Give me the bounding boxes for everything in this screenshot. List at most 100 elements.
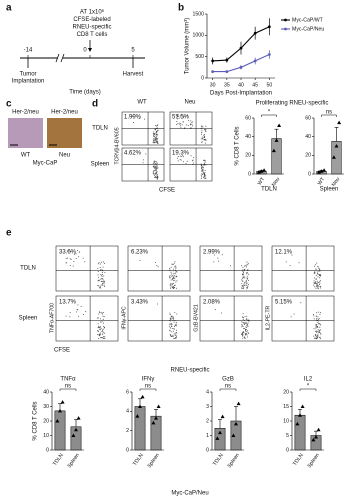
flow-event: [173, 278, 175, 280]
flow-event: [83, 313, 85, 315]
group-label: Neu: [59, 153, 70, 159]
flow-event: [66, 257, 68, 259]
flow-event: [171, 316, 173, 318]
flow-event: [176, 123, 178, 125]
y-tick-label: 6: [126, 389, 129, 395]
flow-event: [192, 159, 194, 161]
flow-event: [103, 326, 105, 328]
flow-event: [103, 284, 105, 286]
flow-event: [214, 309, 216, 311]
flow-event: [75, 253, 77, 255]
flow-event: [201, 132, 203, 134]
flow-event: [217, 257, 219, 259]
flow-event: [247, 263, 249, 265]
flow-event: [156, 265, 158, 267]
y-axis-title: TNFα-AF700: [49, 303, 55, 333]
flow-event: [101, 277, 103, 279]
flow-event: [203, 136, 205, 138]
flow-event: [170, 286, 172, 288]
flow-event: [246, 273, 248, 275]
data-point: [316, 427, 321, 432]
flow-event: [320, 333, 322, 335]
injection-text: RNEU-specific: [72, 25, 111, 31]
flow-event: [171, 286, 173, 288]
flow-event: [156, 162, 158, 164]
flow-event: [171, 273, 173, 275]
event-label: Tumor: [19, 72, 36, 78]
flow-event: [65, 315, 67, 317]
flow-event: [313, 284, 315, 286]
marker: [225, 58, 229, 62]
event-label: Harvest: [123, 72, 144, 78]
flow-event: [144, 118, 146, 120]
flow-event: [200, 138, 202, 140]
flow-event: [242, 337, 244, 339]
x-tick-label: 40: [238, 82, 244, 88]
flow-event: [153, 140, 155, 142]
significance-label: ns: [145, 384, 151, 390]
flow-event: [98, 334, 100, 336]
flow-event: [315, 331, 317, 333]
y-axis-title: % CD8 T Cells: [33, 401, 39, 440]
flow-event: [314, 277, 316, 279]
flow-event: [174, 277, 176, 279]
flow-event: [103, 280, 105, 282]
flow-event: [155, 138, 157, 140]
flow-event: [155, 261, 157, 263]
flow-event: [319, 281, 321, 283]
flow-event: [317, 311, 319, 313]
flow-event: [101, 329, 103, 331]
percentage: 13.7%: [59, 300, 77, 306]
flow-event: [242, 321, 244, 323]
flow-event: [181, 124, 183, 126]
flow-event: [245, 321, 247, 323]
significance-label: *: [307, 384, 310, 390]
flow-event: [316, 283, 318, 285]
flow-event: [247, 325, 249, 327]
caption: Myc-CaP: [33, 161, 58, 167]
flow-event: [204, 135, 206, 137]
category-label: WT: [317, 176, 327, 187]
flow-event: [200, 175, 202, 177]
flow-event: [319, 285, 321, 287]
flow-event: [156, 171, 158, 173]
flow-event: [173, 337, 175, 339]
data-point: [331, 155, 336, 159]
y-tick-label: 60: [245, 115, 251, 121]
flow-event: [103, 263, 105, 265]
flow-event: [170, 287, 172, 289]
flow-event: [298, 262, 300, 264]
y-tick-label: 60: [305, 115, 311, 121]
flow-event: [154, 141, 156, 143]
flow-event: [179, 115, 181, 117]
flow-event: [174, 285, 176, 287]
y-tick-label: 0: [248, 171, 251, 177]
flow-event: [201, 136, 203, 138]
y-axis-title: % CD8 T Cells: [235, 126, 241, 165]
flow-event: [169, 284, 171, 286]
flow-event: [100, 269, 102, 271]
flow-event: [101, 271, 103, 273]
percentage: 2.08%: [203, 300, 221, 306]
flow-event: [101, 284, 103, 286]
flow-event: [173, 335, 175, 337]
flow-event: [244, 268, 246, 270]
flow-event: [100, 321, 102, 323]
bar: [150, 415, 162, 451]
flow-event: [99, 329, 101, 331]
section-title: RNEU-specific: [170, 368, 209, 374]
flow-event: [291, 254, 293, 256]
flow-event: [182, 161, 184, 163]
y-tick-label: 1: [206, 433, 209, 439]
flow-event: [172, 273, 174, 275]
flow-event: [175, 266, 177, 268]
flow-event: [319, 275, 321, 277]
flow-event: [102, 312, 104, 314]
flow-event: [315, 285, 317, 287]
flow-event: [69, 258, 71, 260]
flow-event: [315, 327, 317, 329]
flow-event: [319, 279, 321, 281]
significance-bracket: [59, 388, 77, 391]
data-point: [295, 421, 300, 426]
flow-event: [315, 334, 317, 336]
